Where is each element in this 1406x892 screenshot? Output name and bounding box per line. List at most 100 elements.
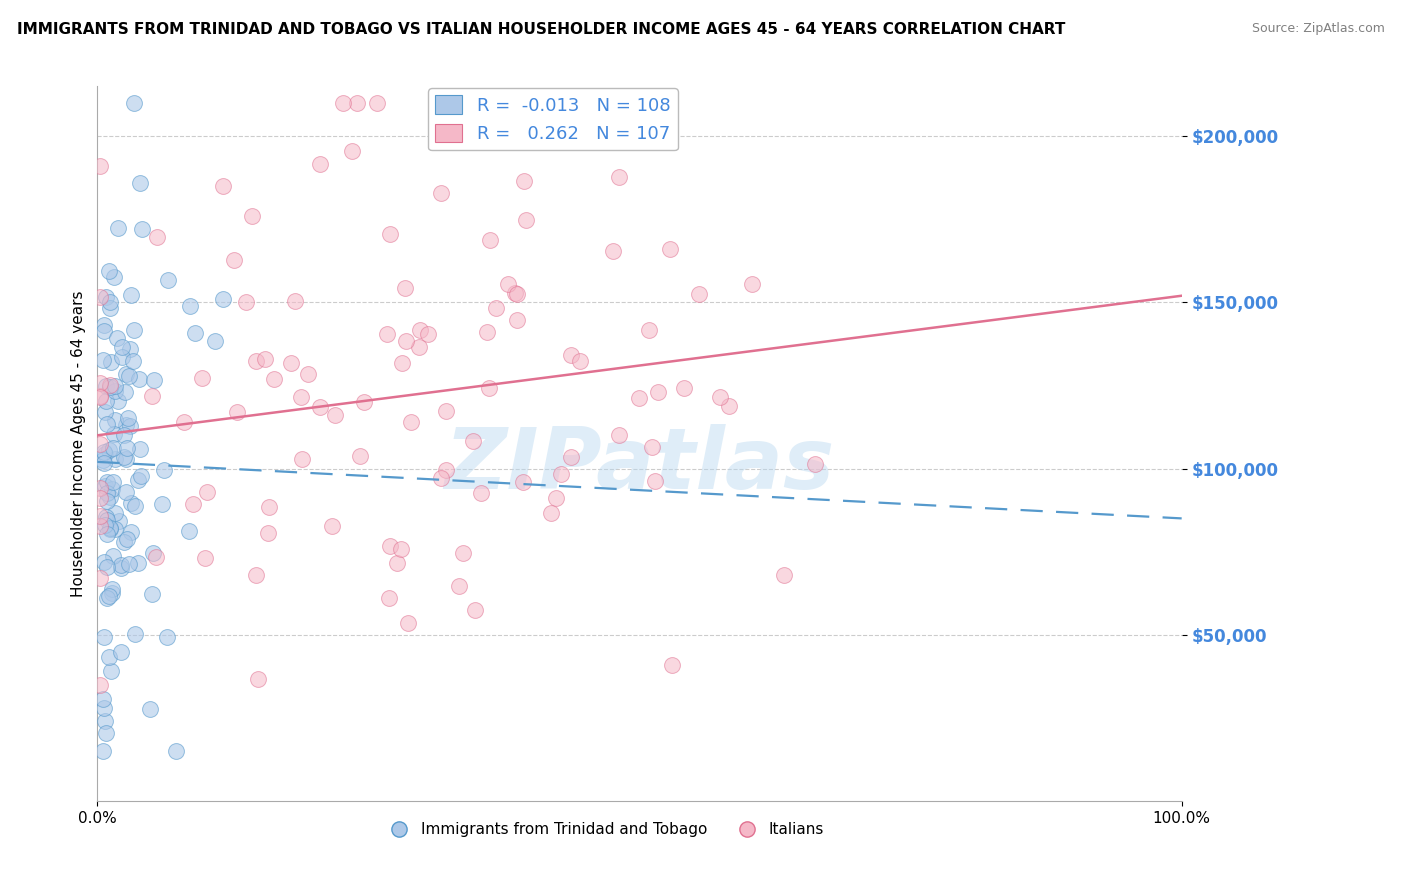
Point bbox=[408, 323, 430, 337]
Point bbox=[108, 514, 131, 528]
Point bbox=[120, 524, 142, 539]
Point bbox=[156, 630, 179, 644]
Point bbox=[94, 479, 117, 493]
Point bbox=[96, 509, 118, 524]
Point bbox=[191, 371, 214, 385]
Point bbox=[408, 340, 430, 354]
Point bbox=[103, 427, 125, 442]
Point bbox=[560, 348, 582, 362]
Point bbox=[245, 353, 267, 368]
Point bbox=[396, 615, 419, 630]
Point bbox=[560, 450, 582, 465]
Point bbox=[103, 270, 125, 285]
Point bbox=[709, 390, 731, 404]
Point bbox=[429, 186, 451, 200]
Point bbox=[308, 400, 330, 414]
Point bbox=[101, 482, 124, 496]
Point bbox=[115, 368, 138, 382]
Point bbox=[179, 300, 201, 314]
Point bbox=[98, 522, 121, 536]
Point bbox=[128, 176, 150, 190]
Point bbox=[505, 285, 527, 300]
Point bbox=[647, 384, 669, 399]
Y-axis label: Householder Income Ages 45 - 64 years: Householder Income Ages 45 - 64 years bbox=[72, 291, 86, 597]
Point bbox=[89, 677, 111, 691]
Point bbox=[115, 441, 138, 455]
Point bbox=[204, 334, 226, 348]
Point bbox=[235, 295, 257, 310]
Legend: Immigrants from Trinidad and Tobago, Italians: Immigrants from Trinidad and Tobago, Ita… bbox=[384, 816, 830, 843]
Point bbox=[98, 295, 121, 310]
Point bbox=[93, 318, 115, 333]
Point bbox=[96, 527, 118, 541]
Point bbox=[98, 442, 121, 457]
Point bbox=[280, 356, 302, 370]
Point bbox=[96, 512, 118, 526]
Point bbox=[346, 95, 368, 110]
Point bbox=[118, 369, 141, 384]
Point bbox=[96, 378, 118, 392]
Point bbox=[100, 520, 122, 534]
Point bbox=[96, 486, 118, 500]
Point bbox=[93, 405, 115, 419]
Point bbox=[741, 277, 763, 292]
Point bbox=[156, 273, 179, 287]
Point bbox=[120, 495, 142, 509]
Point bbox=[89, 389, 111, 403]
Point bbox=[380, 539, 402, 553]
Point bbox=[115, 451, 138, 466]
Point bbox=[117, 411, 139, 425]
Point bbox=[128, 442, 150, 456]
Point bbox=[93, 324, 115, 338]
Point bbox=[114, 385, 136, 400]
Point bbox=[485, 301, 508, 316]
Point bbox=[142, 374, 165, 388]
Point bbox=[89, 508, 111, 523]
Point bbox=[115, 418, 138, 433]
Point bbox=[89, 391, 111, 405]
Point bbox=[89, 491, 111, 506]
Point bbox=[628, 392, 651, 406]
Point bbox=[93, 445, 115, 459]
Point bbox=[436, 404, 458, 418]
Point bbox=[96, 417, 118, 431]
Point bbox=[98, 264, 121, 278]
Point bbox=[146, 230, 169, 244]
Point bbox=[118, 418, 141, 433]
Point bbox=[470, 486, 492, 500]
Point bbox=[103, 441, 125, 455]
Point bbox=[91, 453, 114, 467]
Point bbox=[110, 340, 132, 354]
Point bbox=[118, 342, 141, 356]
Point bbox=[98, 490, 121, 504]
Point bbox=[540, 506, 562, 520]
Text: IMMIGRANTS FROM TRINIDAD AND TOBAGO VS ITALIAN HOUSEHOLDER INCOME AGES 45 - 64 Y: IMMIGRANTS FROM TRINIDAD AND TOBAGO VS I… bbox=[17, 22, 1066, 37]
Point bbox=[184, 326, 207, 341]
Point bbox=[96, 493, 118, 508]
Point bbox=[290, 390, 312, 404]
Point bbox=[222, 253, 245, 268]
Point bbox=[93, 456, 115, 470]
Point bbox=[247, 672, 270, 686]
Point bbox=[89, 376, 111, 390]
Point bbox=[89, 290, 111, 304]
Point bbox=[124, 499, 146, 513]
Point bbox=[124, 627, 146, 641]
Point bbox=[366, 95, 388, 110]
Point bbox=[89, 519, 111, 533]
Point bbox=[418, 326, 440, 341]
Point bbox=[114, 535, 136, 549]
Point bbox=[153, 463, 176, 477]
Point bbox=[89, 571, 111, 585]
Point bbox=[263, 372, 285, 386]
Point bbox=[477, 325, 499, 339]
Point bbox=[110, 561, 132, 575]
Point bbox=[145, 549, 167, 564]
Point bbox=[377, 326, 399, 341]
Point bbox=[259, 500, 281, 515]
Point bbox=[332, 95, 354, 110]
Point bbox=[127, 473, 149, 487]
Point bbox=[378, 227, 401, 241]
Point bbox=[110, 645, 132, 659]
Point bbox=[93, 631, 115, 645]
